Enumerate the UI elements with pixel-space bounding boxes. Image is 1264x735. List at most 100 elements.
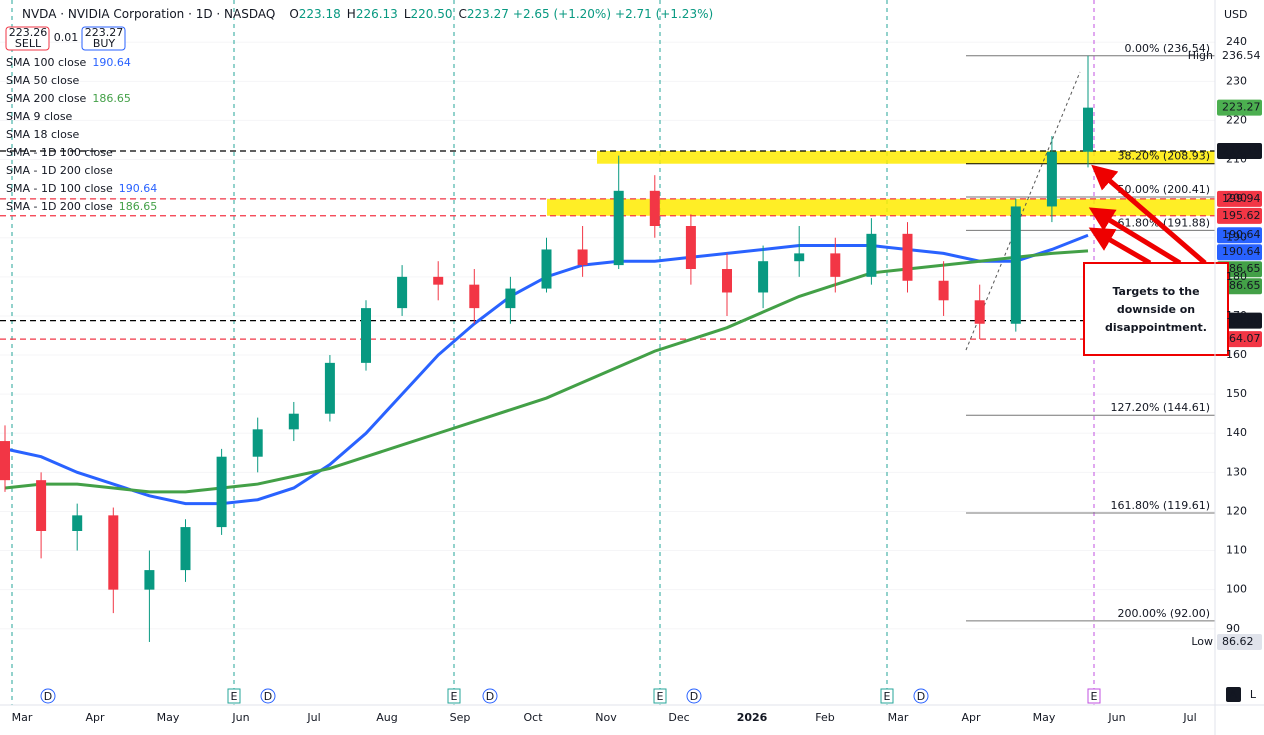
price-label: 223.27: [1222, 101, 1261, 114]
corner-button[interactable]: [1246, 687, 1261, 702]
y-tick-label: 140: [1226, 426, 1247, 439]
event-icon: [260, 688, 276, 704]
price-label-tag: High: [1188, 49, 1213, 62]
candle-body: [216, 456, 227, 528]
candle-body: [1046, 151, 1057, 207]
fib-label: 50.00% (200.41): [1117, 183, 1210, 196]
arrow: [1088, 207, 1182, 266]
header-item: C: [459, 7, 467, 21]
candle-body: [866, 233, 877, 277]
candle-body: [108, 515, 119, 590]
header-item: SMA 200 close: [6, 92, 87, 105]
support-zone: [597, 150, 1215, 164]
header-item: SMA - 1D 100 close: [6, 146, 113, 159]
spread: 0.01: [54, 31, 79, 44]
indicator: SMA - 1D 100 close: [6, 146, 113, 159]
candle-body: [72, 515, 83, 531]
indicator: SMA - 1D 200 close 186.65: [6, 200, 157, 213]
y-tick-label: 180: [1226, 270, 1247, 283]
header-item: SMA 18 close: [6, 128, 80, 141]
price-label: 236.54: [1222, 49, 1261, 62]
event-label: D: [486, 690, 494, 703]
event-label: E: [657, 690, 664, 703]
event-icon: [913, 688, 929, 704]
fib-label: 61.80% (191.88): [1117, 216, 1210, 229]
price-label: 190.64: [1222, 228, 1261, 241]
event-icon: [653, 688, 667, 704]
corner-button-label: A: [1229, 688, 1237, 701]
candle-body: [685, 226, 696, 270]
y-tick-label: 200: [1226, 192, 1247, 205]
event-label: E: [231, 690, 238, 703]
buy-button[interactable]: [81, 26, 126, 51]
header-item: L: [404, 7, 411, 21]
indicator: SMA - 1D 200 close: [6, 164, 113, 177]
candle-body: [180, 527, 191, 571]
header-item: +2.65 (+1.20%): [513, 7, 611, 21]
candle-body: [902, 233, 913, 281]
buy-label: BUY: [93, 37, 116, 50]
corner-button-label: L: [1250, 688, 1257, 701]
header-item: SMA 100 close: [6, 56, 87, 69]
x-tick-label: Jun: [231, 711, 249, 724]
event-icon: [482, 688, 498, 704]
header-item: 190.64: [92, 56, 131, 69]
price-label: 212.19: [1222, 144, 1261, 157]
y-tick-label: 110: [1226, 544, 1247, 557]
x-tick-label: Feb: [815, 711, 834, 724]
header-item: SMA 9 close: [6, 110, 73, 123]
header-item: 186.65: [92, 92, 131, 105]
annotation-text: disappointment.: [1105, 321, 1207, 334]
y-tick-label: 230: [1226, 74, 1247, 87]
candle-body: [649, 190, 660, 227]
candle-body: [0, 441, 10, 481]
header-item: 223.27: [467, 7, 509, 21]
candle-body: [1083, 107, 1093, 152]
price-label-bg: [1217, 244, 1262, 261]
price-label: 199.94: [1222, 192, 1261, 205]
candle-body: [613, 190, 624, 266]
x-tick-label: Oct: [523, 711, 543, 724]
indicator: SMA 50 close: [6, 74, 80, 87]
event-icon: [40, 688, 56, 704]
price-label-bg: [1217, 142, 1262, 159]
candle-body: [397, 276, 408, 309]
candle-body: [252, 429, 263, 457]
y-tick-label: 90: [1226, 622, 1240, 635]
event-label: E: [451, 690, 458, 703]
x-tick-label: 2026: [737, 711, 768, 724]
fib-label: 161.80% (119.61): [1110, 499, 1210, 512]
candle-body: [1010, 206, 1021, 324]
currency: USD: [1224, 8, 1248, 21]
price-label: 186.65: [1222, 279, 1261, 292]
header-line: NVDA · NVIDIA Corporation · 1D · NASDAQ O…: [22, 7, 713, 21]
fib-label: 38.20% (208.93): [1117, 150, 1210, 163]
indicator: SMA 9 close: [6, 110, 73, 123]
x-tick-label: Dec: [668, 711, 689, 724]
event-icon: [880, 688, 894, 704]
price-label-bg: [1217, 99, 1262, 116]
buy-price: 223.27: [85, 26, 124, 39]
indicator: SMA 200 close 186.65: [6, 92, 131, 105]
y-tick-label: 160: [1226, 348, 1247, 361]
annotation-text: downside on: [1117, 303, 1195, 316]
header-item: 190.64: [119, 182, 158, 195]
candle-body: [830, 253, 841, 277]
arrow: [1091, 164, 1207, 265]
event-label: E: [884, 690, 891, 703]
price-label-bg: [1217, 47, 1262, 64]
event-label: D: [917, 690, 925, 703]
event-icon: [227, 688, 241, 704]
header-item: SMA - 1D 100 close: [6, 182, 113, 195]
annotation-text: Targets to the: [1112, 285, 1199, 298]
y-tick-label: 220: [1226, 113, 1247, 126]
header-item: SMA 50 close: [6, 74, 80, 87]
y-tick-label: 240: [1226, 35, 1247, 48]
support-zone: [547, 198, 1215, 216]
corner-button[interactable]: [1226, 687, 1241, 702]
price-label: 164.07: [1222, 332, 1261, 345]
event-label: E: [1091, 690, 1098, 703]
sell-button[interactable]: [5, 26, 50, 51]
